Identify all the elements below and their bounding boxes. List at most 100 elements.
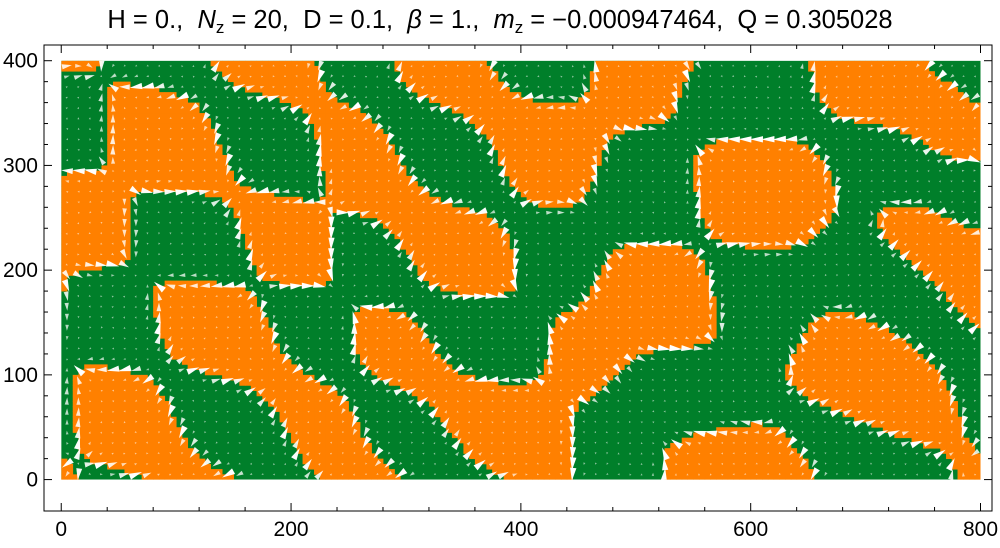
heatmap-cell bbox=[268, 264, 275, 271]
heatmap-cell bbox=[302, 97, 309, 103]
heatmap-cell bbox=[658, 249, 665, 255]
heatmap-cell bbox=[411, 359, 418, 365]
heatmap-cell bbox=[239, 343, 246, 350]
heatmap-cell bbox=[170, 97, 177, 103]
heatmap-cell bbox=[543, 144, 550, 151]
heatmap-cell bbox=[480, 453, 487, 460]
heatmap-cell bbox=[796, 343, 803, 350]
heatmap-cell bbox=[624, 264, 631, 271]
heatmap-cell bbox=[457, 81, 464, 88]
heatmap-cell bbox=[635, 285, 642, 292]
heatmap-cell bbox=[107, 181, 114, 187]
heatmap-cell bbox=[497, 123, 505, 130]
heatmap-cell bbox=[492, 228, 499, 234]
heatmap-cell bbox=[446, 81, 453, 88]
heatmap-cell bbox=[515, 102, 522, 109]
heatmap-cell bbox=[762, 144, 769, 151]
heatmap-cell bbox=[474, 270, 482, 276]
heatmap-cell bbox=[170, 312, 177, 318]
heatmap-cell bbox=[199, 327, 206, 334]
heatmap-cell bbox=[526, 474, 533, 480]
heatmap-cell bbox=[503, 86, 510, 93]
heatmap-cell bbox=[360, 170, 367, 177]
heatmap-cell bbox=[273, 217, 280, 224]
heatmap-cell bbox=[101, 181, 108, 187]
heatmap-cell bbox=[262, 374, 269, 381]
heatmap-cell bbox=[463, 442, 470, 449]
heatmap-cell bbox=[635, 60, 642, 67]
heatmap-cell bbox=[601, 65, 608, 72]
heatmap-cell bbox=[371, 207, 378, 213]
heatmap-cell bbox=[400, 217, 407, 224]
heatmap-cell bbox=[538, 144, 545, 151]
heatmap-cell bbox=[664, 81, 671, 88]
heatmap-cell bbox=[112, 385, 120, 391]
heatmap-cell bbox=[124, 149, 131, 156]
heatmap-cell bbox=[497, 144, 505, 151]
heatmap-cell bbox=[664, 458, 671, 465]
heatmap-cell bbox=[497, 285, 505, 292]
heatmap-cell bbox=[170, 463, 177, 470]
heatmap-cell bbox=[279, 259, 286, 266]
heatmap-cell bbox=[446, 92, 453, 98]
heatmap-cell bbox=[595, 369, 602, 376]
heatmap-cell bbox=[360, 312, 367, 318]
heatmap-cell bbox=[630, 296, 637, 302]
heatmap-cell bbox=[572, 196, 579, 203]
heatmap-cell bbox=[566, 317, 573, 323]
heatmap-cell bbox=[314, 401, 321, 407]
heatmap-cell bbox=[497, 458, 505, 465]
heatmap-cell bbox=[158, 170, 166, 177]
heatmap-cell bbox=[279, 212, 286, 219]
heatmap-cell bbox=[664, 296, 671, 302]
heatmap-cell bbox=[61, 254, 68, 261]
heatmap-cell bbox=[273, 76, 280, 83]
heatmap-cell bbox=[463, 86, 470, 93]
heatmap-cell bbox=[400, 71, 407, 77]
heatmap-cell bbox=[549, 364, 556, 371]
heatmap-cell bbox=[291, 223, 298, 229]
heatmap-cell bbox=[630, 264, 637, 271]
heatmap-cell bbox=[664, 469, 671, 475]
heatmap-cell bbox=[750, 175, 757, 182]
heatmap-cell bbox=[170, 128, 177, 135]
heatmap-cell bbox=[388, 154, 395, 161]
heatmap-cell bbox=[451, 60, 459, 67]
heatmap-cell bbox=[314, 453, 321, 460]
heatmap-cell bbox=[285, 76, 292, 83]
heatmap-cell bbox=[532, 160, 539, 166]
heatmap-cell bbox=[78, 238, 85, 245]
heatmap-cell bbox=[411, 65, 418, 72]
heatmap-cell bbox=[676, 327, 683, 334]
heatmap-cell bbox=[428, 228, 436, 234]
heatmap-cell bbox=[658, 118, 665, 124]
heatmap-cell bbox=[124, 442, 131, 449]
heatmap-cell bbox=[95, 416, 102, 423]
heatmap-cell bbox=[601, 275, 608, 282]
heatmap-cell bbox=[704, 275, 711, 282]
heatmap-cell bbox=[158, 107, 166, 114]
heatmap-cell bbox=[653, 270, 660, 276]
heatmap-cell bbox=[153, 149, 160, 156]
heatmap-cell bbox=[532, 128, 539, 135]
heatmap-cell bbox=[291, 374, 298, 381]
heatmap-cell bbox=[767, 228, 775, 234]
heatmap-cell bbox=[118, 406, 125, 412]
heatmap-cell bbox=[325, 437, 332, 444]
heatmap-cell bbox=[457, 401, 464, 407]
heatmap-cell bbox=[302, 380, 309, 386]
heatmap-cell bbox=[164, 160, 171, 166]
heatmap-cell bbox=[607, 369, 614, 376]
heatmap-cell bbox=[434, 97, 441, 103]
heatmap-cell bbox=[612, 348, 619, 355]
heatmap-cell bbox=[497, 243, 505, 250]
heatmap-cell bbox=[721, 144, 729, 151]
heatmap-cell bbox=[566, 123, 573, 130]
heatmap-cell bbox=[147, 474, 154, 480]
heatmap-cell bbox=[388, 312, 395, 318]
heatmap-cell bbox=[89, 186, 97, 193]
heatmap-cell bbox=[417, 228, 424, 234]
heatmap-cell bbox=[509, 123, 516, 130]
heatmap-cell bbox=[95, 401, 102, 407]
heatmap-cell bbox=[337, 175, 344, 182]
